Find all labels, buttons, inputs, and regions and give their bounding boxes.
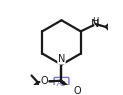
Text: O: O — [41, 76, 48, 86]
Text: H: H — [92, 17, 98, 26]
Text: Ac: Ac — [57, 79, 66, 88]
Text: N: N — [58, 54, 65, 64]
Text: O: O — [73, 86, 81, 95]
Text: N: N — [91, 19, 99, 29]
FancyBboxPatch shape — [54, 77, 69, 89]
